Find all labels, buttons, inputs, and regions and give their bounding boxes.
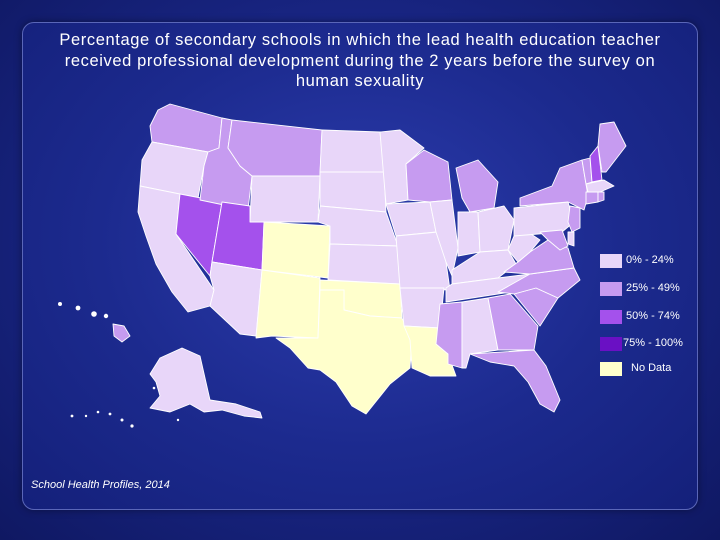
state-me [597,121,627,173]
state-ks [327,243,401,285]
state-sd [319,171,387,213]
legend-swatch-25-49 [600,282,622,296]
legend-item-50-74: 50% - 74% [596,308,706,324]
state-ny [519,159,589,211]
state-tx [275,289,413,415]
state-ia [385,201,437,237]
state-ri [597,191,605,203]
state-co [261,221,331,279]
state-mi [455,159,499,213]
map-title: Percentage of secondary schools in which… [59,31,661,90]
state-nm [255,269,321,339]
legend-label-25-49: 25% - 49% [626,282,680,294]
state-de [567,231,575,247]
legend-swatch-no-data [600,362,622,376]
state-hi [112,323,131,343]
state-ak [149,347,263,419]
legend-swatch-50-74 [600,310,622,324]
state-pa [513,201,575,237]
state-md [539,229,569,251]
legend-item-0-24: 0% - 24% [596,252,706,268]
state-ar [399,287,445,329]
source-note: School Health Profiles, 2014 [31,479,170,491]
legend-label-75-100: 75% - 100% [623,337,683,349]
legend-label-0-24: 0% - 24% [626,254,674,266]
legend-label-50-74: 50% - 74% [626,310,680,322]
alaska-islands [70,386,180,428]
state-nd [319,129,385,173]
state-nj [567,205,581,233]
state-wy [249,175,321,223]
legend-item-no-data: No Data [596,360,706,376]
state-ma [585,179,615,193]
state-az [209,261,263,337]
legend-swatch-75-100 [600,337,622,351]
state-mt [227,119,323,177]
state-ne [317,205,399,247]
legend-item-75-100: 75% - 100% [596,335,706,351]
state-ga [487,293,539,351]
state-in [457,211,481,257]
legend-item-25-49: 25% - 49% [596,280,706,296]
state-mo [395,231,451,291]
state-oh [477,205,515,253]
legend-label-no-data: No Data [631,362,672,374]
state-fl [469,349,561,413]
hawaii-islands [58,302,109,319]
state-ct [585,191,599,205]
legend-swatch-0-24 [600,254,622,268]
